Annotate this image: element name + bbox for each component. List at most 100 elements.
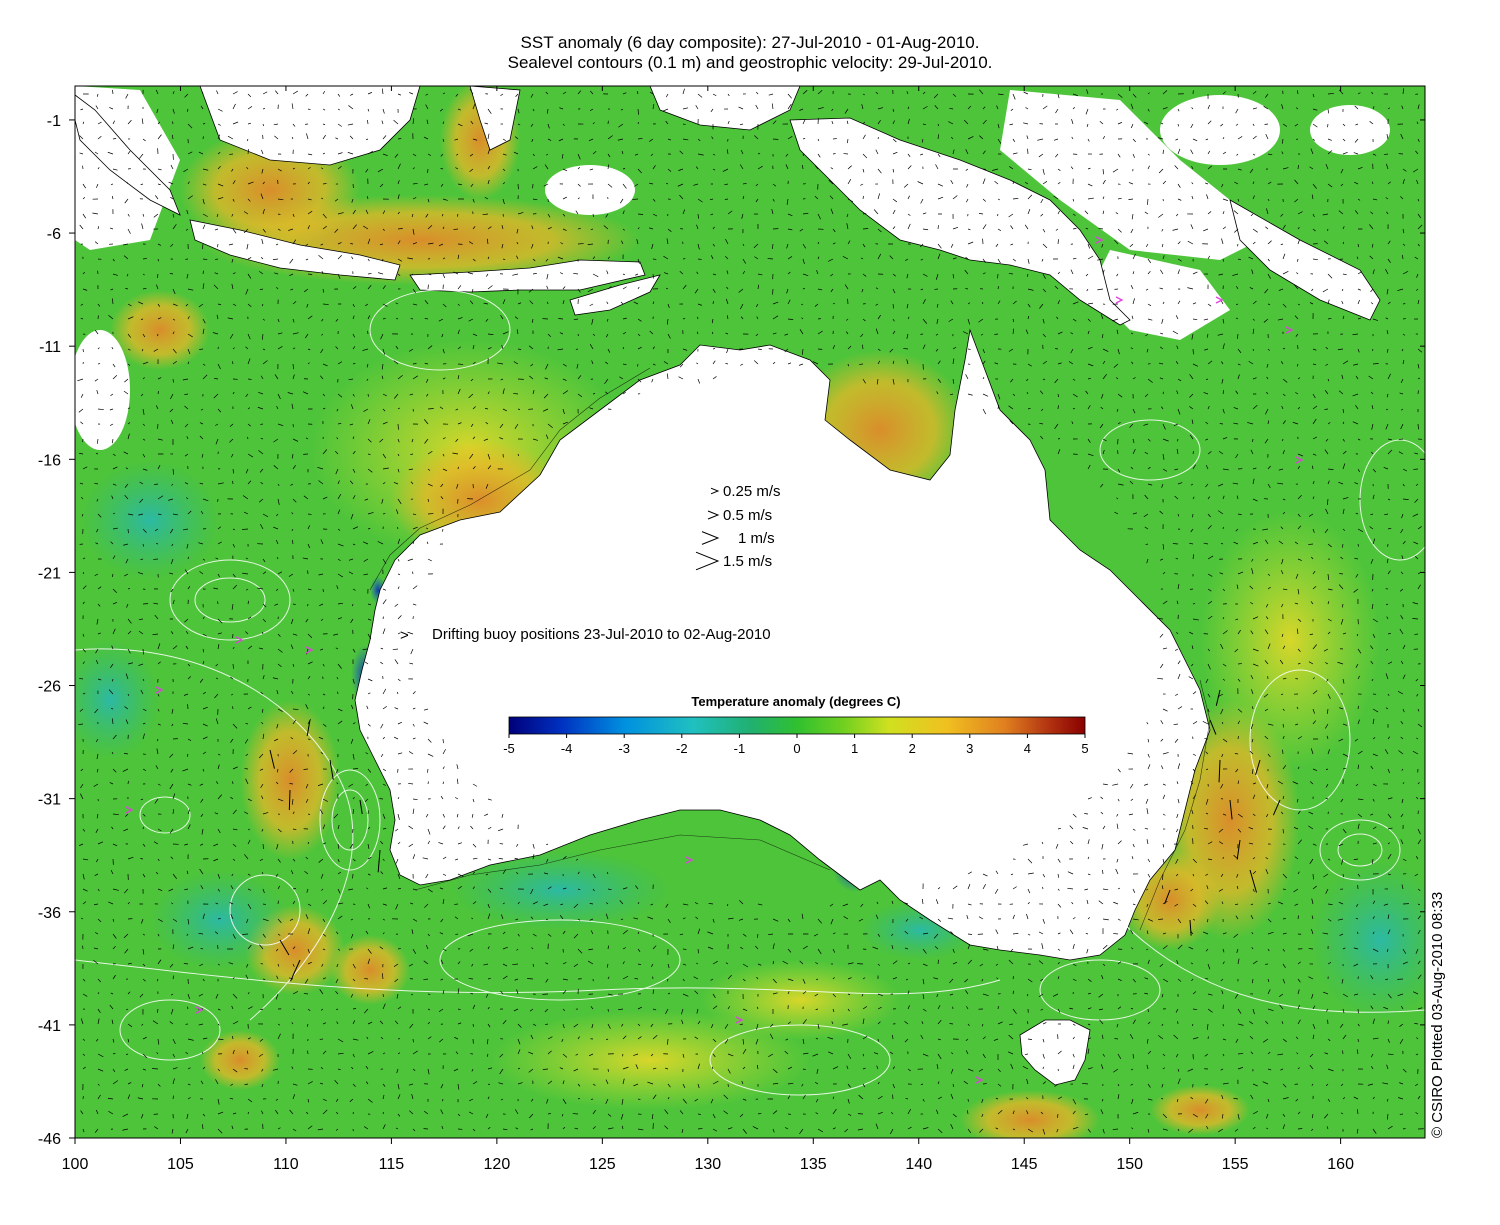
- velocity-arrow: [367, 528, 371, 530]
- velocity-arrow: [710, 108, 714, 113]
- velocity-arrow: [1114, 511, 1119, 515]
- velocity-arrow: [110, 663, 114, 669]
- velocity-arrow: [967, 241, 974, 245]
- velocity-arrow: [124, 198, 129, 204]
- velocity-arrow: [921, 1021, 924, 1025]
- velocity-arrow: [532, 1023, 537, 1027]
- velocity-arrow: [199, 783, 204, 786]
- velocity-arrow: [1325, 347, 1329, 350]
- velocity-arrow: [562, 300, 565, 305]
- velocity-arrow: [186, 108, 189, 112]
- velocity-arrow: [1040, 435, 1044, 440]
- velocity-arrow: [1072, 1023, 1076, 1026]
- velocity-arrow: [589, 303, 594, 307]
- velocity-arrow: [1248, 360, 1254, 365]
- buoy-marker: [195, 1006, 204, 1014]
- velocity-arrow: [545, 1023, 549, 1025]
- velocity-arrow: [382, 768, 387, 772]
- velocity-arrow: [366, 993, 369, 997]
- velocity-arrow: [259, 768, 264, 771]
- velocity-arrow: [1207, 601, 1213, 605]
- velocity-arrow: [1072, 978, 1077, 982]
- velocity-arrow: [292, 347, 296, 350]
- velocity-arrow: [1174, 648, 1179, 651]
- velocity-arrow: [922, 106, 928, 110]
- velocity-arrow: [1353, 963, 1359, 967]
- velocity-arrow: [303, 288, 309, 293]
- velocity-arrow: [499, 1068, 504, 1075]
- velocity-arrow: [1057, 438, 1061, 440]
- velocity-arrow: [152, 633, 159, 636]
- velocity-arrow: [1352, 421, 1359, 425]
- velocity-arrow: [126, 603, 129, 608]
- velocity-arrow: [682, 917, 686, 920]
- tasmania: [1019, 1019, 1091, 1086]
- velocity-arrow: [367, 512, 374, 515]
- velocity-arrow: [307, 108, 311, 110]
- velocity-arrow: [499, 423, 504, 429]
- velocity-arrow: [336, 437, 339, 440]
- velocity-arrow: [1312, 720, 1316, 725]
- velocity-arrow: [589, 168, 594, 171]
- velocity-arrow: [637, 286, 640, 290]
- buoy-marker: [155, 686, 164, 694]
- velocity-arrow: [111, 645, 114, 650]
- velocity-arrow: [184, 888, 189, 891]
- velocity-arrow: [111, 826, 114, 830]
- velocity-arrow: [1177, 798, 1180, 804]
- velocity-arrow: [847, 1008, 850, 1012]
- velocity-arrow: [394, 978, 399, 983]
- velocity-arrow: [1023, 843, 1029, 846]
- velocity-arrow: [82, 692, 86, 695]
- velocity-arrow: [1207, 708, 1210, 713]
- velocity-arrow: [1402, 708, 1405, 713]
- velocity-arrow: [187, 195, 193, 200]
- velocity-arrow: [1235, 768, 1239, 773]
- velocity-arrow: [184, 453, 189, 457]
- velocity-arrow: [427, 558, 432, 562]
- velocity-arrow: [397, 93, 402, 96]
- velocity-arrow: [799, 329, 804, 335]
- velocity-arrow: [1400, 196, 1404, 200]
- velocity-arrow: [170, 419, 174, 425]
- velocity-arrow: [287, 392, 294, 395]
- velocity-arrow: [1265, 1113, 1269, 1119]
- velocity-arrow: [261, 631, 264, 635]
- velocity-arrow: [247, 944, 252, 950]
- velocity-arrow: [1084, 813, 1089, 815]
- velocity-arrow: [80, 793, 84, 800]
- velocity-arrow: [1040, 978, 1044, 982]
- velocity-arrow: [127, 1094, 131, 1100]
- velocity-arrow: [1161, 228, 1164, 232]
- velocity-arrow: [1129, 1033, 1134, 1040]
- velocity-arrow: [982, 119, 987, 125]
- velocity-arrow: [487, 453, 491, 460]
- velocity-arrow: [217, 618, 223, 624]
- velocity-arrow: [457, 1022, 462, 1025]
- velocity-arrow: [337, 273, 341, 279]
- velocity-arrow: [307, 198, 312, 201]
- velocity-arrow: [442, 948, 447, 952]
- velocity-arrow: [214, 272, 219, 275]
- velocity-arrow: [547, 1036, 553, 1040]
- velocity-arrow: [367, 678, 373, 682]
- velocity-arrow: [1086, 89, 1089, 95]
- velocity-arrow: [1297, 164, 1299, 170]
- velocity-arrow: [847, 977, 852, 980]
- velocity-arrow: [757, 1112, 762, 1115]
- velocity-arrow: [621, 150, 624, 155]
- velocity-arrow: [1325, 662, 1329, 665]
- velocity-arrow: [288, 573, 294, 577]
- velocity-arrow: [1207, 1008, 1213, 1013]
- velocity-arrow: [577, 393, 583, 398]
- velocity-arrow: [367, 723, 371, 727]
- velocity-arrow: [905, 258, 909, 261]
- velocity-arrow: [544, 1008, 549, 1013]
- velocity-arrow: [978, 213, 984, 215]
- velocity-arrow: [317, 466, 324, 470]
- velocity-arrow: [125, 287, 129, 290]
- velocity-arrow: [337, 843, 340, 849]
- velocity-arrow: [290, 870, 294, 875]
- buoy-marker: [1285, 326, 1294, 334]
- velocity-arrow: [693, 183, 699, 186]
